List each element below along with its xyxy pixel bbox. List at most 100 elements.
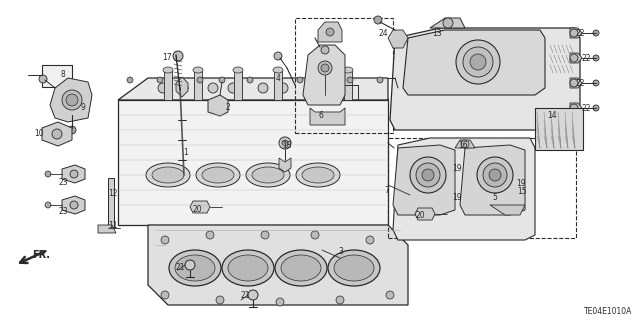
Ellipse shape (334, 255, 374, 281)
Text: 5: 5 (492, 194, 497, 203)
Circle shape (274, 52, 282, 60)
Circle shape (593, 55, 599, 61)
Circle shape (278, 83, 288, 93)
Circle shape (66, 94, 78, 106)
Text: 12: 12 (108, 188, 118, 197)
Text: 1: 1 (183, 148, 188, 156)
Polygon shape (403, 30, 545, 95)
Text: 2: 2 (225, 102, 230, 111)
Circle shape (52, 129, 62, 139)
Polygon shape (490, 205, 525, 215)
Circle shape (68, 126, 76, 134)
Circle shape (328, 83, 338, 93)
Circle shape (216, 296, 224, 304)
Ellipse shape (313, 67, 323, 73)
Bar (164, 70, 172, 100)
Ellipse shape (246, 163, 290, 187)
Circle shape (483, 163, 507, 187)
Polygon shape (310, 108, 345, 125)
Circle shape (185, 260, 195, 270)
Ellipse shape (175, 255, 215, 281)
Text: 14: 14 (547, 110, 557, 119)
Circle shape (62, 90, 82, 110)
Circle shape (477, 157, 513, 193)
Circle shape (70, 201, 78, 209)
Text: 4: 4 (276, 74, 281, 83)
Circle shape (463, 47, 493, 77)
Polygon shape (390, 28, 580, 130)
Text: 15: 15 (517, 188, 527, 196)
Polygon shape (42, 122, 72, 146)
Ellipse shape (202, 167, 234, 183)
Circle shape (178, 83, 188, 93)
Circle shape (443, 18, 453, 28)
Circle shape (279, 137, 291, 149)
Text: 21: 21 (175, 263, 185, 273)
Polygon shape (388, 30, 408, 48)
Circle shape (470, 54, 486, 70)
Text: 19: 19 (516, 179, 525, 188)
Circle shape (297, 77, 303, 83)
Circle shape (45, 202, 51, 208)
Circle shape (593, 30, 599, 36)
Circle shape (161, 291, 169, 299)
Text: 8: 8 (60, 69, 65, 78)
Text: 22: 22 (575, 28, 584, 37)
Text: 22: 22 (582, 103, 591, 113)
Ellipse shape (146, 163, 190, 187)
Circle shape (593, 80, 599, 86)
Ellipse shape (193, 67, 203, 73)
Polygon shape (279, 158, 291, 172)
Bar (388, 138, 576, 238)
Ellipse shape (296, 163, 340, 187)
Ellipse shape (222, 250, 274, 286)
Bar (194, 70, 202, 100)
Text: 13: 13 (432, 28, 442, 37)
Bar (344, 70, 352, 100)
Ellipse shape (228, 255, 268, 281)
Bar (42, 65, 72, 87)
Polygon shape (208, 95, 228, 116)
Bar (108, 178, 114, 228)
Polygon shape (460, 145, 525, 215)
Polygon shape (318, 22, 342, 42)
Circle shape (258, 83, 268, 93)
Circle shape (347, 77, 353, 83)
Text: 3: 3 (338, 247, 343, 257)
Polygon shape (455, 140, 475, 148)
Polygon shape (570, 53, 582, 63)
Circle shape (318, 61, 332, 75)
Polygon shape (190, 201, 210, 213)
Ellipse shape (302, 167, 334, 183)
Polygon shape (570, 103, 582, 113)
Circle shape (39, 75, 47, 83)
Text: 21: 21 (241, 291, 250, 300)
Ellipse shape (196, 163, 240, 187)
Circle shape (326, 28, 334, 36)
Polygon shape (570, 28, 582, 38)
Ellipse shape (343, 67, 353, 73)
Circle shape (410, 157, 446, 193)
Polygon shape (303, 45, 345, 105)
Text: 6: 6 (318, 110, 323, 119)
Text: 9: 9 (80, 102, 85, 111)
Circle shape (219, 77, 225, 83)
Text: 11: 11 (108, 220, 118, 229)
Text: 10: 10 (35, 129, 44, 138)
Circle shape (570, 29, 578, 37)
Text: 20: 20 (193, 205, 202, 214)
Polygon shape (62, 165, 85, 183)
Circle shape (177, 83, 187, 93)
Ellipse shape (233, 67, 243, 73)
Circle shape (461, 140, 469, 148)
Text: 22: 22 (575, 78, 584, 87)
Bar (535, 108, 583, 150)
Circle shape (308, 83, 318, 93)
Text: TE04E1010A: TE04E1010A (584, 308, 632, 316)
Circle shape (45, 171, 51, 177)
Circle shape (321, 46, 329, 54)
Circle shape (386, 291, 394, 299)
Polygon shape (570, 78, 582, 88)
Circle shape (489, 169, 501, 181)
Circle shape (173, 51, 183, 61)
